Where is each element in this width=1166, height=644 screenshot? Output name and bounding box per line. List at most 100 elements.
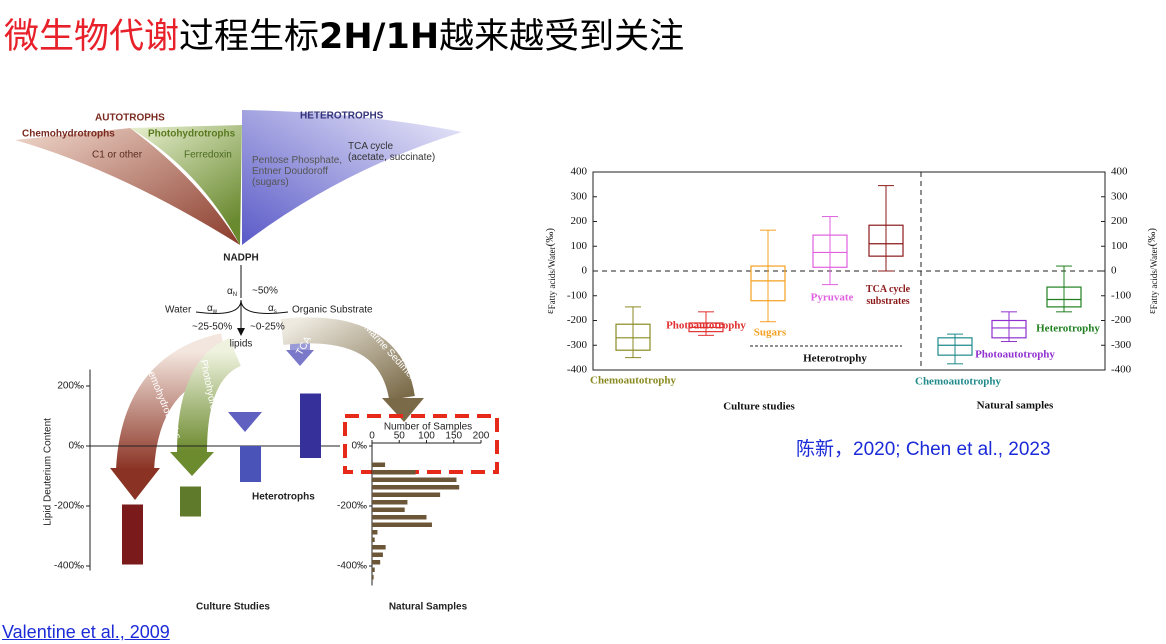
label: Heterotrophs <box>252 492 315 503</box>
box <box>1046 286 1082 308</box>
label: Culture Studies <box>196 602 270 613</box>
alpha-w: αw <box>207 303 218 315</box>
range-bar <box>180 486 201 517</box>
fan-hetero <box>242 110 462 245</box>
label: Water <box>165 305 192 316</box>
y-tick-label: -400‰ <box>54 561 84 572</box>
series-label: Heterotrophy <box>1036 323 1100 335</box>
label-base: ε <box>1146 309 1158 314</box>
y-axis-label: εFatty acids/Water(‰) <box>544 228 558 314</box>
swoosh <box>280 317 415 401</box>
hist-bar <box>372 537 375 542</box>
hist-bar <box>372 567 375 572</box>
highlight-box <box>343 414 499 474</box>
series-label: Photoautotrophy <box>666 320 746 332</box>
y2-tick-label: 400 <box>1111 166 1128 178</box>
y2-tick-label: -400 <box>1111 364 1132 376</box>
label: Chemohydrotrophs <box>22 129 115 140</box>
series-label: Chemoautotrophy <box>915 376 1001 388</box>
label-unit: (‰) <box>1146 228 1158 247</box>
label-sub: Fatty acids/Water <box>1149 246 1159 309</box>
y-tick-label: 200‰ <box>57 381 84 392</box>
label: Photohydrotrophs <box>148 129 236 140</box>
hist-bar <box>372 545 386 550</box>
label: ~0-25% <box>250 322 285 333</box>
series-label: TCA cycle substrates <box>865 284 911 307</box>
x-tick-label: 100 <box>418 431 435 442</box>
title-bold: 2H/1H <box>319 17 440 57</box>
citation-right: 陈新，2020; Chen et al., 2023 <box>796 439 1051 460</box>
label-line: TCA cycle <box>348 141 393 152</box>
hist-bar <box>372 522 432 527</box>
y2-axis-label: εFatty acids/Water(‰) <box>1146 228 1160 314</box>
label-base: ε <box>544 309 556 314</box>
label: ~50% <box>252 286 278 297</box>
alpha: α <box>207 303 213 314</box>
y-tick-label: -200 <box>567 314 588 326</box>
range-bar <box>240 446 261 482</box>
annotation: Heterotrophy <box>803 353 867 365</box>
hist-bar <box>372 552 383 557</box>
y2-tick-label: 300 <box>1111 190 1128 202</box>
range-bar <box>122 504 143 565</box>
axis-label: Number of Samples <box>384 422 472 433</box>
hist-bar <box>372 485 460 490</box>
hist-bar <box>372 507 405 512</box>
label: NADPH <box>223 253 259 264</box>
box <box>937 337 973 356</box>
hist-bar <box>372 500 408 505</box>
alpha-sub: w <box>212 309 218 315</box>
label: Ferredoxin <box>184 150 232 161</box>
annotation: Culture studies <box>723 401 795 413</box>
hist-bar <box>372 560 381 565</box>
label-line: (sugars) <box>252 177 289 188</box>
y-tick-label: -300 <box>567 339 588 351</box>
citation-left: Valentine et al., 2009 <box>2 622 170 642</box>
x-tick-label: 0 <box>369 431 375 442</box>
alpha: α <box>268 303 274 314</box>
label: TCA cycle (acetate, succinate) <box>348 141 435 163</box>
arrow-head <box>237 328 245 336</box>
y2-tick-label: 200 <box>1111 215 1128 227</box>
swoosh-head <box>286 350 314 366</box>
label: ~25-50% <box>192 322 232 333</box>
y-tick-label: 200 <box>571 215 588 227</box>
alpha-s: αs <box>268 303 277 315</box>
alpha-sub: N <box>233 292 237 298</box>
label: C1 or other <box>92 150 143 161</box>
label: lipids <box>230 339 253 350</box>
y-tick-label: 0‰ <box>68 441 84 452</box>
y2-tick-label: -200 <box>1111 314 1132 326</box>
slide-title: 微生物代谢过程生标2H/1H越来越受到关注 <box>4 8 684 59</box>
hist-bar <box>372 477 457 482</box>
y2-tick-label: 100 <box>1111 240 1128 252</box>
hist-bar <box>372 575 374 580</box>
swoosh-head <box>382 398 424 422</box>
label-unit: (‰) <box>544 228 556 247</box>
alpha-n: αN <box>227 286 237 298</box>
series-label: Photoautotrophy <box>975 349 1055 361</box>
y-tick-label: 300 <box>571 190 588 202</box>
label: Pentose Phosphate, Entner Doudoroff (sugar… <box>252 155 342 188</box>
y2-tick-label: -300 <box>1111 339 1132 351</box>
y-tick-label: -400‰ <box>337 561 367 572</box>
y-tick-label: 0‰ <box>351 441 367 452</box>
swoosh <box>177 338 242 453</box>
fan-photo <box>130 125 242 245</box>
y-tick-label: -200‰ <box>54 501 84 512</box>
swoosh-head <box>170 452 214 476</box>
x-tick-label: 200 <box>473 431 490 442</box>
title-plain: 过程生标 <box>179 17 320 57</box>
box <box>750 265 786 302</box>
label: AUTOTROPHS <box>95 113 165 124</box>
axis-label: Lipid Deuterium Content <box>43 418 54 526</box>
y-tick-label: 100 <box>571 240 588 252</box>
left-figure: AUTOTROPHS HETEROTROPHS Chemohydrotrophs… <box>15 110 499 613</box>
x-tick-label: 150 <box>445 431 462 442</box>
y2-tick-label: 0 <box>1111 265 1117 277</box>
box <box>812 234 848 268</box>
annotation: Natural samples <box>977 400 1054 412</box>
series-label-box: TCA cycle substrates <box>865 284 911 307</box>
y2-tick-label: -100 <box>1111 289 1132 301</box>
swoosh-head <box>110 468 160 500</box>
